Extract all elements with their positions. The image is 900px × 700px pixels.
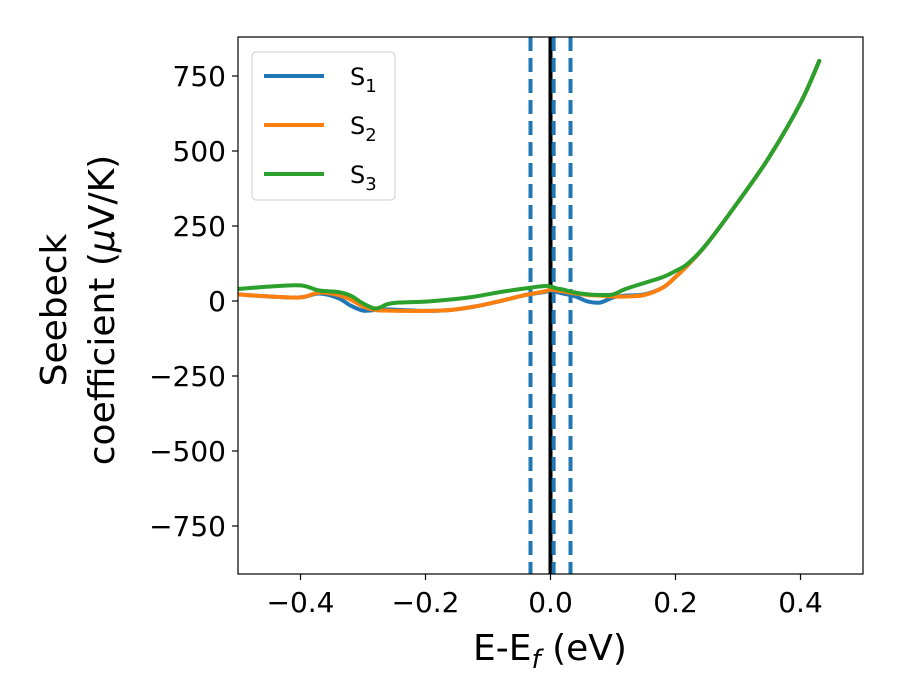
x-axis-label-unit: (eV): [541, 628, 627, 669]
x-tick-label: 0.0: [528, 586, 573, 619]
y-axis-label-line1: Seebeck: [34, 233, 75, 386]
x-tick-label: 0.4: [778, 586, 823, 619]
y-tick-label: −500: [149, 435, 226, 468]
x-axis-label: E-Ef (eV): [473, 628, 627, 675]
series-line-s2: [238, 59, 822, 313]
series-lines: [238, 59, 822, 313]
x-axis-ticks: −0.4 −0.2 0.0 0.2 0.4: [267, 574, 823, 619]
y-tick-label: 500: [173, 135, 226, 168]
y-tick-label: −750: [149, 510, 226, 543]
legend-label-s1: S1: [350, 63, 377, 97]
y-axis-ticks: 750 500 250 0 −250 −500 −750: [149, 60, 238, 543]
legend-label-s3: S3: [350, 161, 377, 195]
legend: S1 S2 S3: [251, 51, 396, 201]
x-tick-label: −0.2: [392, 586, 460, 619]
y-axis-label-line2: coefficient (μV/K): [82, 155, 123, 465]
legend-label-s2: S2: [350, 112, 377, 146]
y-tick-label: 250: [173, 210, 226, 243]
reference-lines: [528, 37, 573, 574]
x-axis-label-main: E-E: [473, 628, 531, 669]
y-axis-label-suffix: V/K): [82, 155, 123, 229]
x-tick-label: −0.4: [267, 586, 335, 619]
y-axis-label-prefix: coefficient (: [82, 252, 123, 465]
series-line-s3: [238, 59, 822, 311]
x-tick-label: 0.2: [653, 586, 698, 619]
y-tick-label: 0: [208, 285, 226, 318]
y-axis-label-mu: μ: [82, 229, 123, 253]
y-tick-label: 750: [173, 60, 226, 93]
y-axis-label: Seebeck coefficient (μV/K): [34, 155, 123, 465]
y-tick-label: −250: [149, 360, 226, 393]
